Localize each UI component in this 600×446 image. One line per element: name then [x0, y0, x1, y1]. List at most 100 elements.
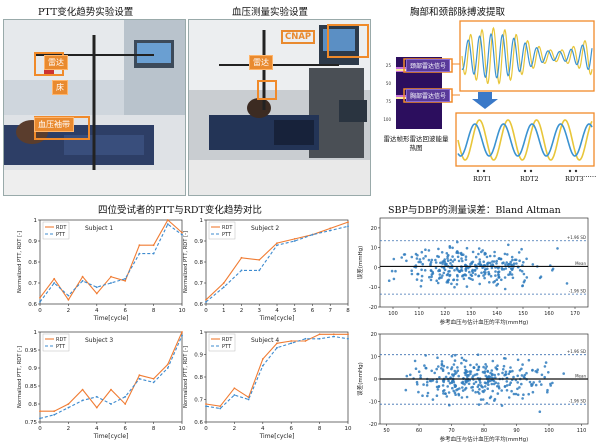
ptt-point: [152, 252, 155, 255]
ptt-point: [152, 381, 155, 384]
x-tick-label: 0: [204, 426, 208, 432]
scatter-point: [562, 372, 565, 375]
x-tick-label: 4: [261, 426, 265, 432]
rdt-point: [124, 280, 127, 282]
scatter-point: [457, 374, 460, 378]
scatter-point: [456, 278, 459, 282]
scatter-point: [502, 368, 505, 371]
y-tick-label: 0.9: [28, 366, 37, 372]
ptt-point: [81, 399, 84, 402]
ptt-point: [67, 406, 70, 409]
scatter-point: [556, 247, 559, 250]
ptt-point: [219, 407, 222, 410]
scatter-point: [469, 277, 472, 281]
scatter-point: [551, 269, 554, 272]
scatter-point: [450, 266, 454, 270]
x-tick-label: 2: [67, 308, 71, 314]
scatter-point: [465, 379, 469, 383]
x-tick-label: 140: [492, 311, 502, 317]
scatter-point: [436, 356, 439, 359]
scatter-point: [464, 267, 468, 271]
scatter-point: [444, 392, 447, 395]
scatter-point: [404, 388, 408, 392]
scatter-point: [464, 263, 467, 267]
rdt-point: [95, 406, 98, 409]
x-tick-label: 120: [440, 311, 450, 317]
scatter-point: [442, 392, 445, 395]
scatter-point: [431, 270, 434, 274]
scatter-point: [481, 370, 485, 374]
y-tick-label: 0.6: [194, 302, 203, 308]
scatter-point: [497, 385, 501, 388]
scatter-point: [419, 260, 422, 264]
scatter-point: [489, 274, 493, 278]
scatter-point: [430, 273, 434, 276]
scatter-point: [510, 255, 514, 259]
scatter-point: [521, 363, 524, 366]
rdt-point: [81, 275, 84, 278]
scatter-point: [485, 255, 489, 259]
x-axis-label: Time[cycle]: [259, 433, 295, 440]
scatter-point: [437, 247, 440, 251]
y-tick-label: 0.8: [194, 260, 203, 266]
scatter-point: [410, 269, 413, 272]
scatter-point: [540, 383, 543, 386]
scatter-point: [505, 380, 509, 383]
scatter-point: [494, 270, 497, 273]
scatter-point: [457, 393, 461, 397]
scatter-point: [453, 359, 457, 362]
scatter-point: [446, 257, 449, 260]
scatter-point: [456, 369, 460, 372]
scatter-point: [514, 392, 518, 396]
rdt-point: [304, 340, 307, 342]
scatter-point: [438, 376, 441, 379]
rdt-point: [318, 333, 321, 336]
scatter-point: [464, 368, 467, 372]
rdt-point: [240, 256, 243, 259]
scatter-point: [516, 387, 519, 391]
scatter-point: [478, 260, 482, 264]
scatter-point: [543, 375, 546, 379]
scatter-point: [459, 252, 463, 256]
scatter-point: [405, 374, 409, 378]
scatter-point: [494, 274, 497, 277]
x-tick-label: 8: [152, 426, 156, 432]
scatter-point: [425, 383, 429, 387]
scatter-point: [485, 402, 489, 405]
x-axis-label: Time[cycle]: [259, 315, 295, 322]
scatter-point: [493, 397, 497, 401]
scatter-point: [490, 266, 494, 270]
scatter-point: [434, 266, 438, 270]
scatter-point: [447, 379, 450, 383]
continuation-dots: ······: [583, 173, 597, 181]
scatter-point: [426, 394, 429, 398]
scatter-point: [510, 389, 513, 393]
y-tick-label: 1: [200, 218, 204, 224]
rdt-point: [181, 231, 183, 234]
rdt-point: [67, 298, 70, 301]
scatter-point: [447, 372, 450, 375]
scatter-point: [505, 261, 508, 264]
rdt-point: [67, 403, 70, 405]
scatter-point: [501, 371, 504, 375]
scatter-point: [516, 374, 519, 378]
ptt-point: [39, 301, 41, 303]
scatter-point: [478, 282, 481, 286]
scatter-point: [471, 389, 475, 392]
ptt-setup-title: PTT变化趋势实验设置: [38, 7, 134, 18]
series-ptt-line: [39, 223, 183, 303]
scatter-point: [428, 275, 431, 279]
scatter-point: [491, 359, 495, 363]
scatter-point: [431, 398, 435, 401]
scatter-point: [453, 269, 456, 272]
ptt-point: [318, 337, 321, 340]
scatter-point: [500, 404, 504, 407]
legend-label-rdt: RDT: [56, 225, 67, 231]
scatter-point: [495, 259, 498, 263]
y-tick-label: 0.7: [28, 281, 37, 287]
scatter-point: [441, 262, 444, 265]
rdt-point: [276, 242, 278, 244]
scatter-point: [501, 261, 504, 265]
x-tick-label: 8: [152, 308, 156, 314]
legend-label-ptt: PTT: [222, 232, 232, 238]
